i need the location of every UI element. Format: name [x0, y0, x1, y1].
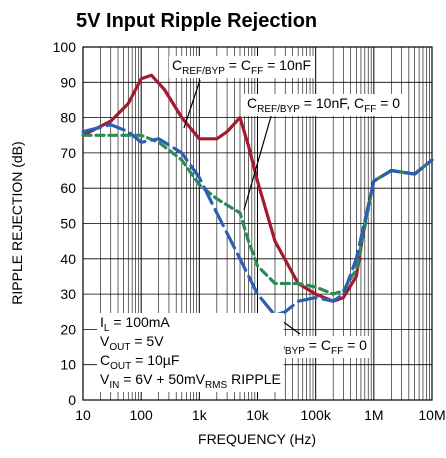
- text-part: = 100mA: [109, 314, 170, 330]
- annotation-box: [169, 56, 315, 78]
- text-part: = 6V + 50mV: [119, 371, 205, 387]
- text-part: I: [100, 314, 104, 330]
- x-tick-label: 1k: [192, 407, 208, 423]
- x-axis-label: FREQUENCY (Hz): [198, 431, 316, 447]
- conditions-box: [97, 313, 284, 392]
- text-part: = C: [225, 57, 251, 73]
- x-tick-label: 10: [75, 407, 91, 423]
- y-tick-label: 50: [60, 216, 76, 232]
- chart-title: 5V Input Ripple Rejection: [76, 10, 317, 32]
- arrow: [243, 112, 273, 211]
- text-part: C: [247, 95, 257, 111]
- y-tick-label: 100: [53, 39, 77, 55]
- series-line: [81, 123, 434, 317]
- text-part: V: [100, 333, 110, 349]
- y-tick-label: 70: [60, 145, 76, 161]
- text-part: C: [172, 57, 182, 73]
- condition: COUT = 10µF: [100, 352, 179, 372]
- arrow: [183, 79, 201, 129]
- subscript: IN: [109, 380, 119, 391]
- y-tick-label: 30: [60, 286, 76, 302]
- text-part: = 10µF: [131, 352, 179, 368]
- subscript: FF: [251, 66, 263, 77]
- x-tick-label: 10M: [418, 407, 445, 423]
- subscript: FF: [364, 104, 376, 115]
- text-part: V: [100, 371, 110, 387]
- text-part: = 5V: [130, 333, 164, 349]
- subscript: OUT: [110, 361, 131, 372]
- y-tick-label: 20: [60, 321, 76, 337]
- x-tick-label: 100k: [300, 407, 331, 423]
- plot-lines: [81, 73, 434, 317]
- text-part: = C: [305, 337, 331, 353]
- text-part: = 10nF: [263, 57, 311, 73]
- y-tick-label: 80: [60, 110, 76, 126]
- y-tick-label: 40: [60, 251, 76, 267]
- y-tick-label: 60: [60, 180, 76, 196]
- text-part: C: [100, 352, 110, 368]
- subscript: RMS: [205, 380, 228, 391]
- text-part: = 0: [343, 337, 367, 353]
- x-tick-label: 100: [129, 407, 153, 423]
- annotation: CREF/BYP = 10nF, CFF = 0: [247, 95, 400, 115]
- condition: VIN = 6V + 50mVRMS RIPPLE: [100, 371, 281, 391]
- y-tick-label: 0: [68, 392, 76, 408]
- plot-frame: [82, 46, 433, 401]
- subscript: REF/BYP: [257, 104, 300, 115]
- subscript: L: [104, 323, 110, 334]
- y-tick-label: 10: [60, 357, 76, 373]
- y-tick-label: 90: [60, 74, 76, 90]
- annotation-box: [244, 94, 404, 116]
- text-part: = 10nF, C: [300, 95, 364, 111]
- y-axis-label: RIPPLE REJECTION (dB): [9, 141, 25, 304]
- condition: IL = 100mA: [100, 314, 170, 334]
- x-tick-label: 1M: [364, 407, 383, 423]
- text-part: = 0: [376, 95, 400, 111]
- x-tick-label: 10k: [246, 407, 270, 423]
- annotation: CREF/BYP = CFF = 10nF: [172, 57, 311, 77]
- condition: VOUT = 5V: [100, 333, 164, 353]
- text-part: RIPPLE: [227, 371, 281, 387]
- subscript: OUT: [109, 342, 130, 353]
- subscript: FF: [331, 346, 343, 357]
- subscript: REF/BYP: [182, 66, 225, 77]
